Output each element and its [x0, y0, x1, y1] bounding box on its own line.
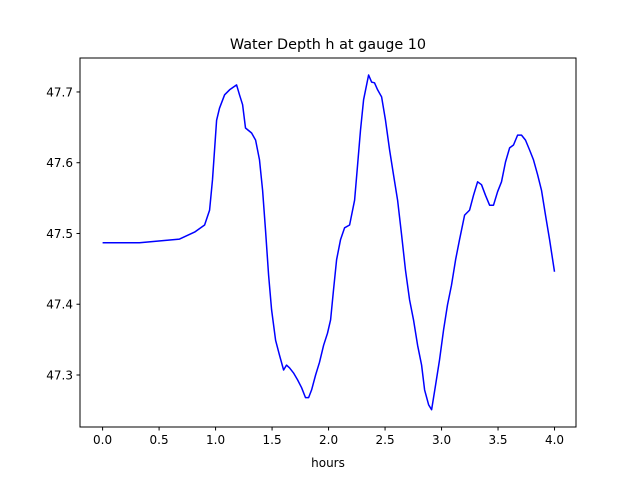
x-tick-label: 1.5 — [263, 433, 282, 447]
y-axis-ticks: 47.3 47.4 47.5 47.6 47.7 — [46, 85, 80, 382]
x-tick-label: 2.5 — [376, 433, 395, 447]
axes-frame — [79, 57, 577, 428]
chart-title: Water Depth h at gauge 10 — [230, 37, 426, 53]
x-axis-ticks: 0.0 0.5 1.0 1.5 2.0 2.5 3.0 3.5 4.0 — [93, 427, 564, 447]
y-tick-label: 47.3 — [46, 368, 73, 382]
x-tick-label: 3.5 — [488, 433, 507, 447]
y-tick-label: 47.4 — [46, 298, 73, 312]
x-tick-label: 3.0 — [432, 433, 451, 447]
x-tick-label: 0.5 — [150, 433, 169, 447]
y-tick-label: 47.7 — [46, 85, 73, 99]
x-tick-label: 1.0 — [206, 433, 225, 447]
x-tick-label: 4.0 — [545, 433, 564, 447]
x-tick-label: 2.0 — [319, 433, 338, 447]
y-tick-label: 47.6 — [46, 156, 73, 170]
series-line-h — [102, 74, 556, 411]
x-tick-label: 0.0 — [93, 433, 112, 447]
x-axis-label: hours — [311, 456, 345, 470]
y-tick-label: 47.5 — [46, 227, 73, 241]
